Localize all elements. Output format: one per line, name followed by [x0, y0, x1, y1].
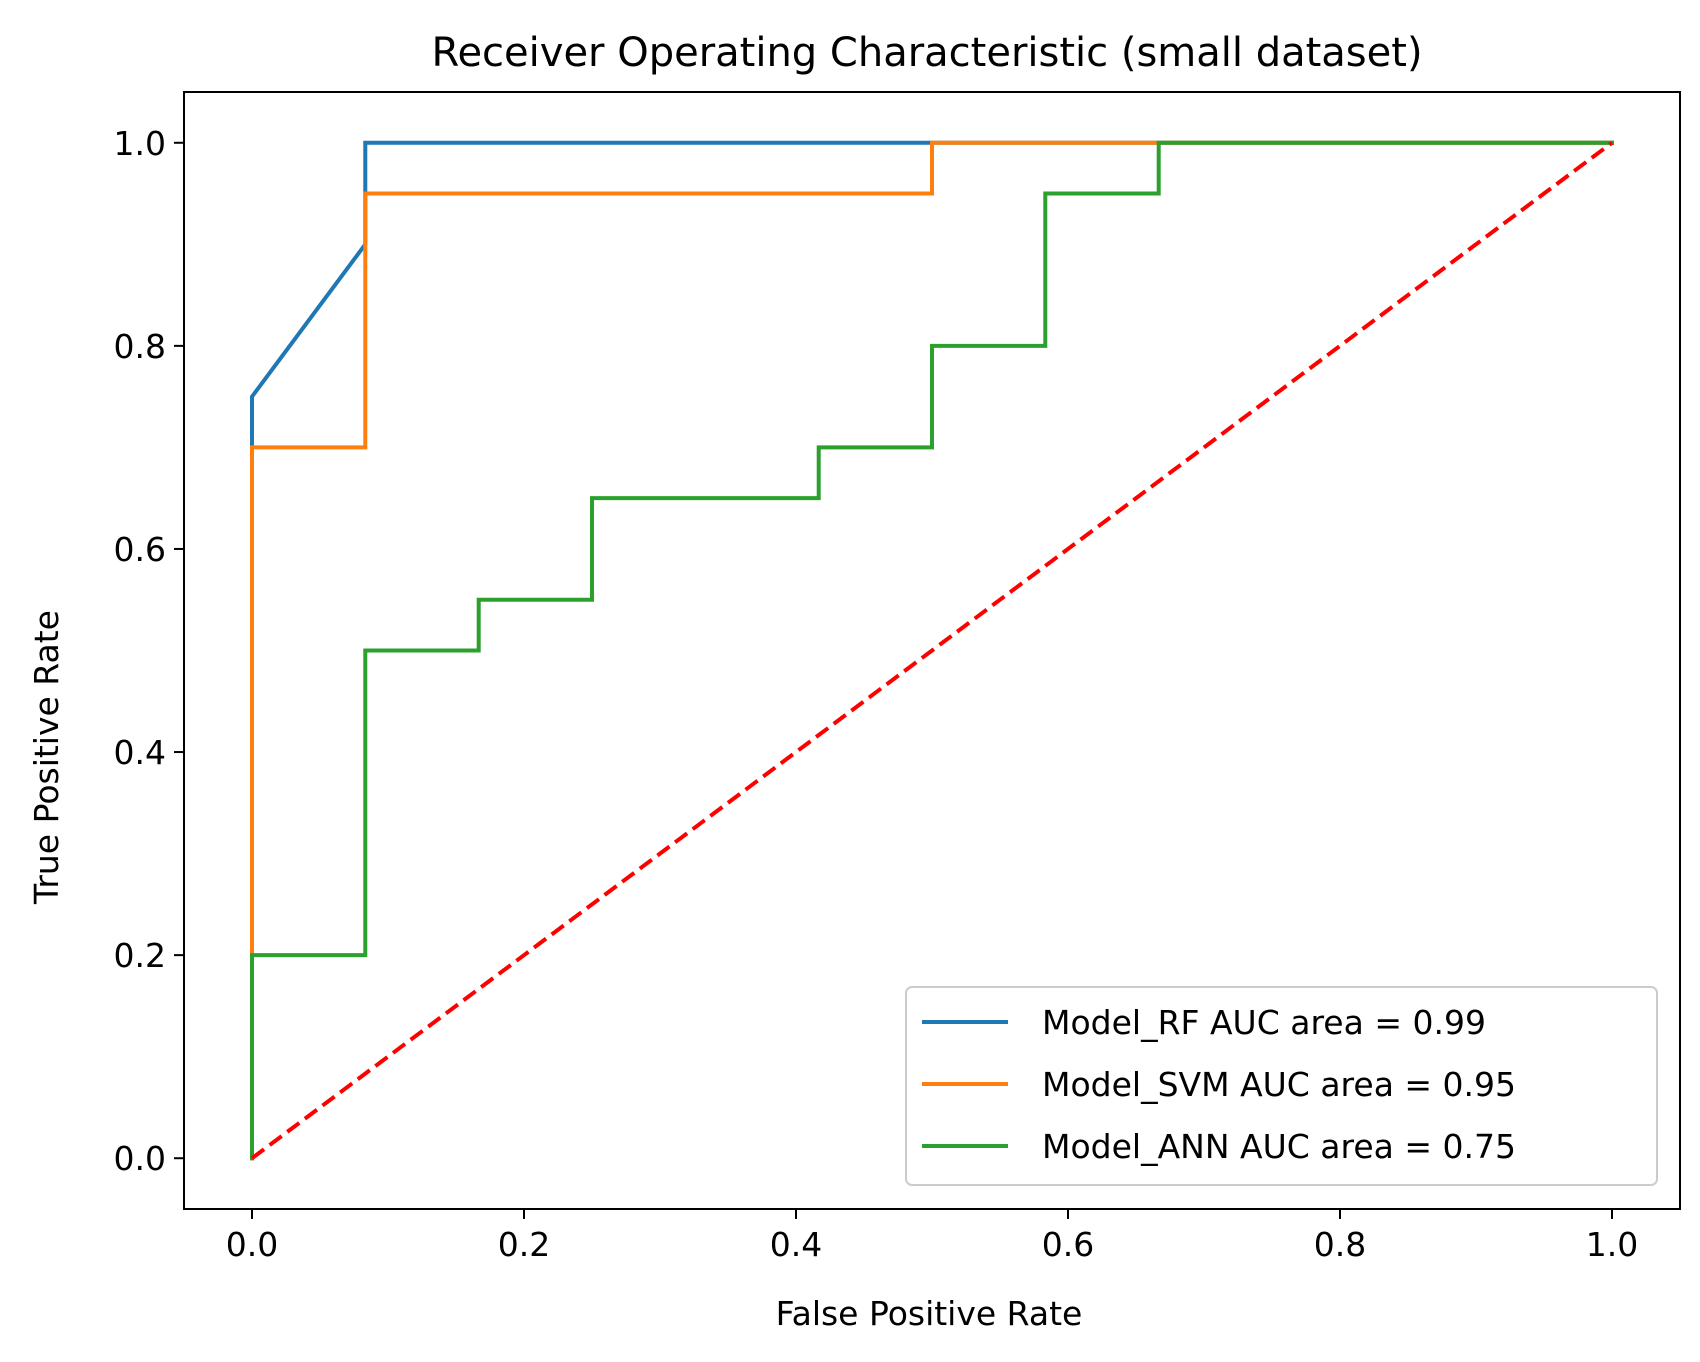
y-tick-label: 0.8 [114, 327, 166, 366]
x-tick-label: 0.8 [1314, 1225, 1366, 1264]
y-tick-label: 0.2 [114, 936, 166, 975]
legend-label-2: Model_SVM AUC area = 0.95 [1042, 1065, 1516, 1104]
plot-area: 0.0 0.2 0.4 0.6 0.8 1.0 0.0 0.2 0.4 0.6 0.8 1.0 [114, 91, 1681, 1264]
series-line-2 [250, 140, 1614, 1161]
legend: Model_RF AUC area = 0.99 Model_SVM AUC ar… [905, 986, 1658, 1186]
chart-title: Receiver Operating Characteristic (small… [431, 30, 1422, 76]
y-tick-label: 0.0 [114, 1139, 166, 1178]
legend-box [905, 986, 1658, 1186]
series-lines [250, 140, 1614, 1161]
reference-diagonal-line [250, 141, 1614, 1160]
x-tick-label: 1.0 [1586, 1225, 1638, 1264]
x-tick-label: 0.0 [226, 1225, 278, 1264]
series-line-3 [250, 140, 1614, 1161]
y-tick-label: 0.4 [114, 733, 166, 772]
legend-label-1: Model_RF AUC area = 0.99 [1042, 1003, 1486, 1042]
y-tick-label: 0.6 [114, 530, 166, 569]
x-axis-label: False Positive Rate [776, 1294, 1083, 1333]
x-tick-label: 0.6 [1042, 1225, 1094, 1264]
legend-label-3: Model_ANN AUC area = 0.75 [1042, 1127, 1516, 1166]
x-tick-label: 0.4 [770, 1225, 822, 1264]
axes-frame [183, 91, 1681, 1210]
y-tick-label: 1.0 [114, 124, 166, 163]
x-tick-label: 0.2 [498, 1225, 550, 1264]
y-axis-label: True Positive Rate [27, 610, 66, 905]
